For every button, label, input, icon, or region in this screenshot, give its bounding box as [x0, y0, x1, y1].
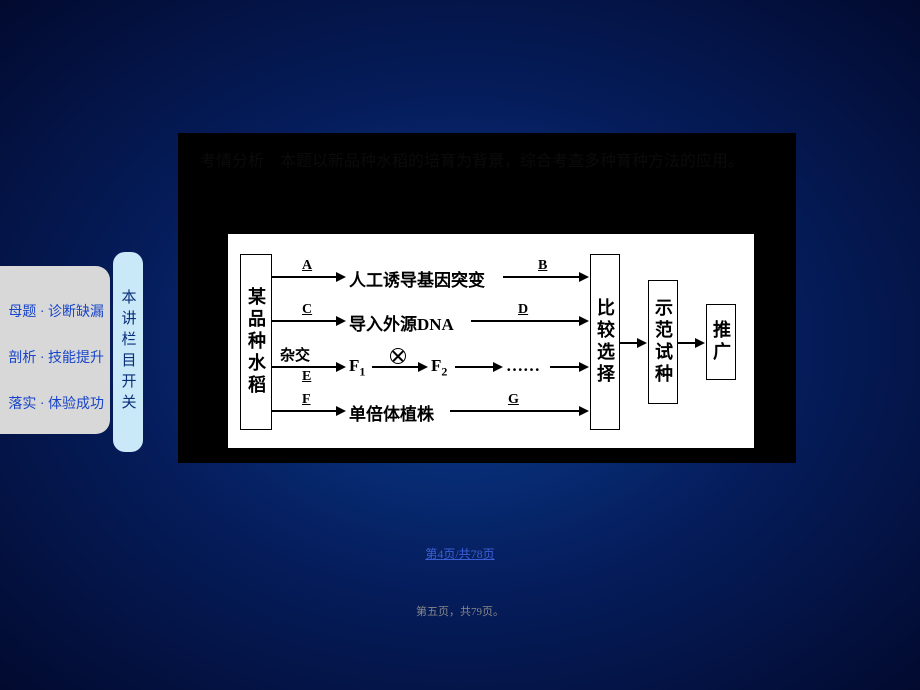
sidebar-item-analysis[interactable]: 剖析 · 技能提升 [0, 336, 104, 382]
arrowhead-r1-right [579, 272, 589, 282]
arrowhead-r4-left [336, 406, 346, 416]
label-B: B [538, 258, 547, 274]
page-link[interactable]: 第4页/共78页 [425, 545, 494, 562]
arrow-r4-left [272, 410, 338, 412]
node-select-label: 比较选择 [592, 298, 618, 386]
cross-label: 杂交 [280, 344, 310, 365]
node-source-label: 某品种水稻 [243, 287, 269, 397]
otimes-icon [390, 348, 406, 364]
arrowhead-r3-3 [493, 362, 503, 372]
arrowhead-select-demo [637, 338, 647, 348]
row1-text: 人工诱导基因突变 [349, 266, 485, 291]
F1-text: F1 [349, 356, 365, 379]
node-demo: 示范试种 [648, 280, 678, 404]
F2-text: F2 [431, 356, 447, 379]
section-tab-label: 本讲栏目开关 [118, 289, 139, 415]
arrowhead-r4-right [579, 406, 589, 416]
arrow-r4-right [450, 410, 581, 412]
label-F: F [302, 392, 311, 408]
dots-text: …… [506, 356, 540, 376]
arrowhead-r2-left [336, 316, 346, 326]
arrowhead-r1-left [336, 272, 346, 282]
arrow-r3-2 [372, 366, 420, 368]
label-G: G [508, 392, 519, 408]
arrow-r1-right [503, 276, 581, 278]
arrowhead-r3-1 [336, 362, 346, 372]
sidebar-nav: 母题 · 诊断缺漏 剖析 · 技能提升 落实 · 体验成功 [0, 266, 110, 434]
arrow-r2-right [471, 320, 581, 322]
node-promote: 推广 [706, 304, 736, 380]
arrowhead-r2-right [579, 316, 589, 326]
label-D: D [518, 302, 528, 318]
label-C: C [302, 302, 312, 318]
arrow-r2-left [272, 320, 338, 322]
arrow-r3-1 [272, 366, 338, 368]
node-promote-label: 推广 [708, 320, 734, 364]
row4-text: 单倍体植株 [349, 400, 434, 425]
arrowhead-r3-2 [418, 362, 428, 372]
row2-text: 导入外源DNA [349, 310, 454, 335]
arrow-r3-3 [455, 366, 495, 368]
sidebar-item-diagnosis[interactable]: 母题 · 诊断缺漏 [0, 290, 104, 336]
node-demo-label: 示范试种 [650, 298, 676, 386]
section-tab[interactable]: 本讲栏目开关 [113, 252, 143, 452]
sidebar-item-practice[interactable]: 落实 · 体验成功 [0, 382, 104, 428]
node-source: 某品种水稻 [240, 254, 272, 430]
node-select: 比较选择 [590, 254, 620, 430]
arrow-r3-4 [550, 366, 581, 368]
label-A: A [302, 258, 312, 274]
breeding-flowchart: 某品种水稻 比较选择 示范试种 推广 A 人工诱导基因突变 B C 导入外源DN… [226, 232, 756, 450]
arrow-r1-left [272, 276, 338, 278]
arrowhead-demo-promote [695, 338, 705, 348]
page-footer: 第五页，共79页。 [416, 603, 504, 619]
arrowhead-r3-4 [579, 362, 589, 372]
hidden-header-text: 考情分析 本题以新品种水稻的培育为背景，综合考查多种育种方法的应用。 [200, 148, 744, 176]
label-E: E [302, 369, 311, 385]
